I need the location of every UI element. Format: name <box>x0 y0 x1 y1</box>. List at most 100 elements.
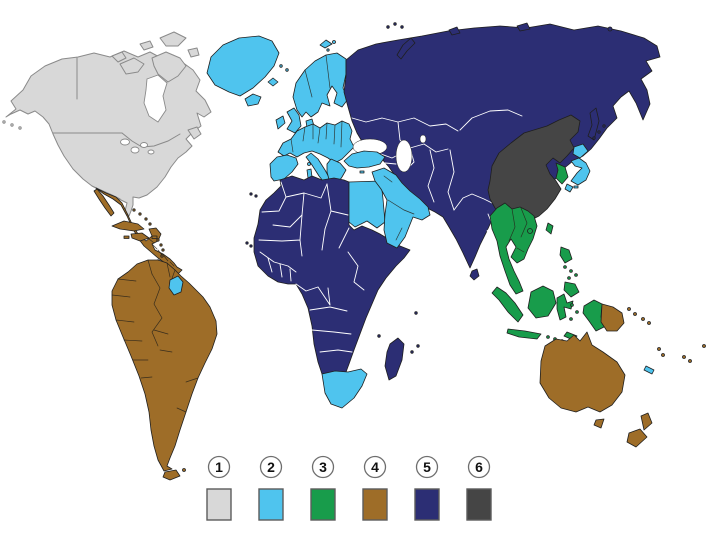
philippines-mindanao[interactable] <box>563 281 580 298</box>
cuba[interactable] <box>111 220 145 232</box>
arctic-island-russia[interactable] <box>448 26 461 36</box>
arctic-island[interactable] <box>139 40 154 51</box>
region-french-guiana[interactable] <box>168 275 184 296</box>
borneo[interactable] <box>527 285 557 319</box>
wrangel-island[interactable] <box>607 26 613 32</box>
new-caledonia[interactable] <box>643 365 655 375</box>
cyprus[interactable] <box>359 170 365 174</box>
svalbard-islet[interactable] <box>332 40 336 44</box>
region-latin-america[interactable] <box>93 187 218 481</box>
legend-number-6: 6 <box>475 459 483 475</box>
turkey[interactable] <box>343 150 386 169</box>
tierra-del-fuego[interactable] <box>162 469 181 481</box>
maluku-islands[interactable] <box>569 303 579 321</box>
philippines-visayas[interactable] <box>563 265 578 280</box>
legend-swatch-2 <box>258 488 284 521</box>
papua-new-guinea[interactable] <box>600 303 625 332</box>
great-lake <box>130 146 140 154</box>
scandinavia[interactable] <box>292 52 349 118</box>
aleutian-islands[interactable] <box>2 120 22 130</box>
legend-number-3: 3 <box>319 459 327 475</box>
japan-kyushu[interactable] <box>564 183 574 193</box>
great-britain[interactable] <box>286 107 302 134</box>
japan-honshu[interactable] <box>570 157 591 186</box>
sakhalin[interactable] <box>587 107 600 141</box>
new-zealand-north[interactable] <box>640 412 653 431</box>
svalbard-islet[interactable] <box>326 48 330 52</box>
svalbard[interactable] <box>319 39 333 49</box>
ireland[interactable] <box>275 115 286 130</box>
great-lake <box>140 142 148 148</box>
greenland[interactable] <box>206 35 280 97</box>
legend-item-3: 3 <box>310 455 336 521</box>
iceland[interactable] <box>244 93 262 107</box>
korea[interactable] <box>555 162 569 185</box>
bahamas-islands[interactable] <box>132 208 152 226</box>
region-asia-africa-bloc[interactable] <box>245 22 661 381</box>
corsica[interactable] <box>307 162 311 166</box>
hispaniola[interactable] <box>130 232 150 242</box>
kuril-islands[interactable] <box>592 124 606 140</box>
iberia[interactable] <box>269 154 299 182</box>
newfoundland[interactable] <box>187 126 202 140</box>
arctic-island[interactable] <box>111 51 127 63</box>
north-atlantic-islet[interactable] <box>279 64 283 68</box>
region-mexico-central-america[interactable] <box>95 187 183 275</box>
tasmania[interactable] <box>593 418 605 429</box>
hudson-bay <box>143 74 168 123</box>
legend-number-5: 5 <box>423 459 431 475</box>
new-zealand-south[interactable] <box>626 428 648 448</box>
indochina[interactable] <box>489 202 538 295</box>
sri-lanka[interactable] <box>469 268 480 281</box>
melanesia-islands[interactable] <box>627 307 706 363</box>
taiwan[interactable] <box>545 222 554 235</box>
north-atlantic-islet[interactable] <box>285 68 289 72</box>
region-greenland-iceland[interactable] <box>206 35 336 107</box>
legend-number-1: 1 <box>215 459 223 475</box>
region-middle-east-misc[interactable] <box>321 143 655 409</box>
legend-number-circle-3 <box>311 455 335 479</box>
south-africa[interactable] <box>321 368 368 409</box>
legend-number-circle-4 <box>363 455 387 479</box>
region-oceania[interactable] <box>539 303 706 448</box>
region-north-america[interactable] <box>2 31 212 217</box>
greenland-island[interactable] <box>267 77 279 87</box>
arctic-island[interactable] <box>151 51 187 83</box>
legend-number-4: 4 <box>371 459 379 475</box>
legend-swatch-6 <box>466 488 492 521</box>
japan-hokkaido[interactable] <box>572 143 589 159</box>
japan-shikoku[interactable] <box>573 185 579 189</box>
arctic-island[interactable] <box>119 57 145 75</box>
madagascar[interactable] <box>384 337 405 381</box>
indochina-borders <box>508 207 528 253</box>
atlantic-islets[interactable] <box>245 192 258 248</box>
indian-ocean-islets[interactable] <box>377 311 420 354</box>
west-new-guinea[interactable] <box>582 299 605 332</box>
legend-item-5: 5 <box>414 455 440 521</box>
region-africa[interactable] <box>253 175 411 375</box>
arctic-island[interactable] <box>187 47 200 58</box>
north-america-borders <box>52 57 181 200</box>
egypt[interactable] <box>348 180 386 229</box>
falkland-islands[interactable] <box>182 468 186 472</box>
sumatra[interactable] <box>491 286 524 323</box>
novaya-zemlya[interactable] <box>396 37 416 60</box>
hainan[interactable] <box>527 228 533 234</box>
philippines-luzon[interactable] <box>559 246 573 264</box>
java[interactable] <box>506 328 542 340</box>
jamaica[interactable] <box>123 235 130 239</box>
legend-number-2: 2 <box>267 459 275 475</box>
region-southeast-asia[interactable] <box>489 162 605 343</box>
aral-sea <box>419 134 427 144</box>
australia[interactable] <box>539 331 626 413</box>
legend-number-circle-2 <box>259 455 283 479</box>
arctic-island[interactable] <box>159 31 187 47</box>
legend: 1 2 3 4 5 6 <box>206 455 492 521</box>
sulawesi[interactable] <box>556 293 574 321</box>
great-lake <box>120 138 130 146</box>
arctic-island-russia[interactable] <box>516 22 531 32</box>
baja-california[interactable] <box>93 188 115 217</box>
franz-josef-land[interactable] <box>386 22 404 29</box>
puerto-rico[interactable] <box>151 235 158 239</box>
region-south-america[interactable] <box>111 259 218 472</box>
